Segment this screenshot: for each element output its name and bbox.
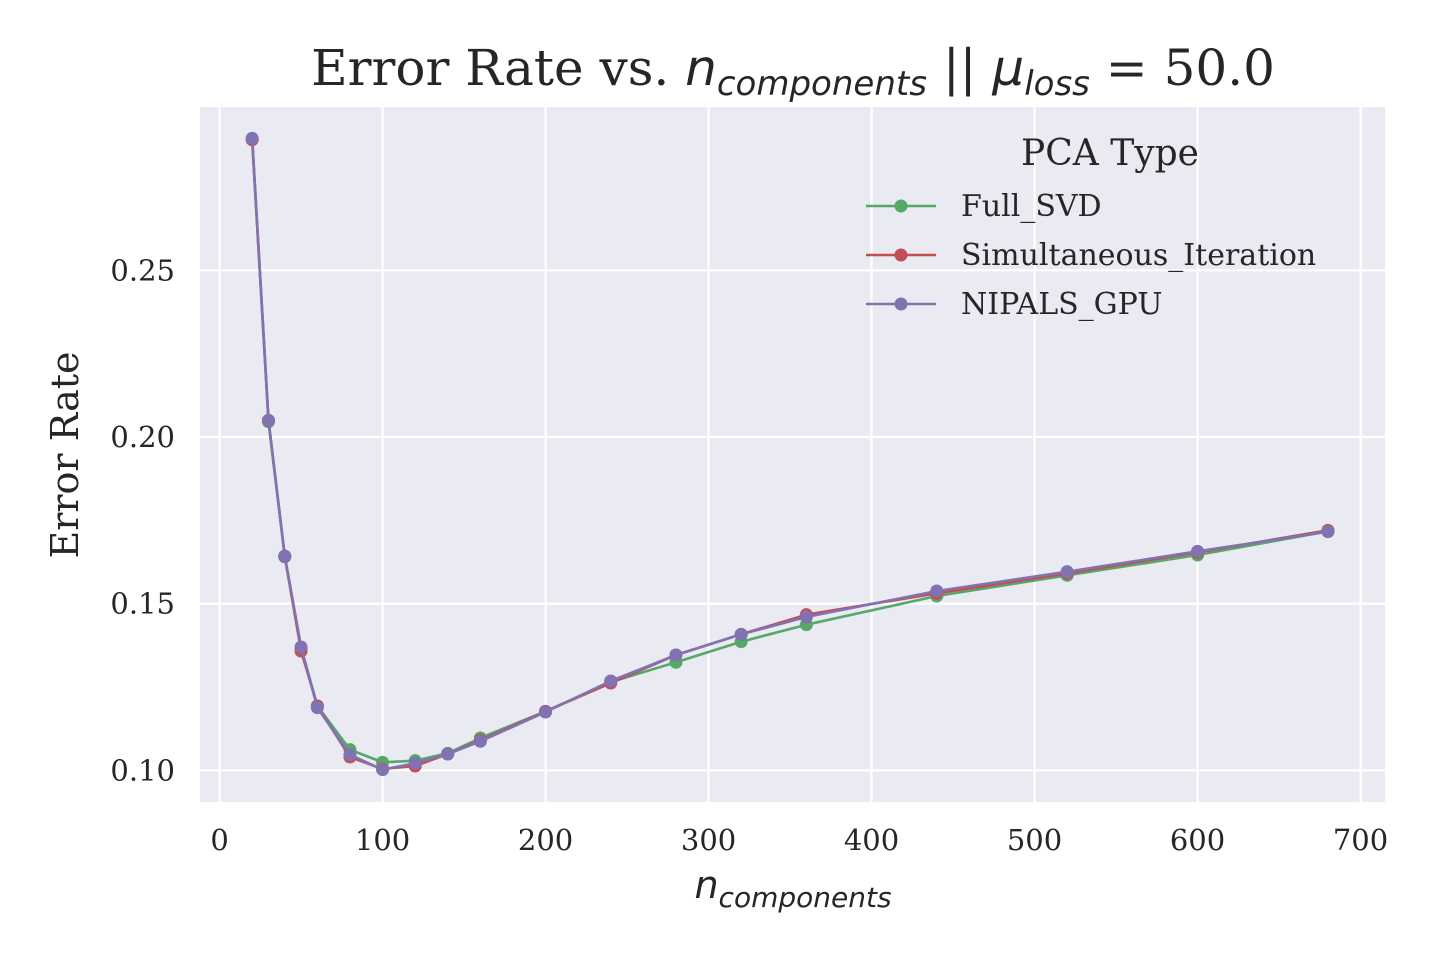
data-point (473, 734, 487, 748)
legend-title: PCA Type (1021, 133, 1199, 174)
x-tick-label: 600 (1170, 823, 1225, 857)
data-point (734, 627, 748, 641)
x-tick-label: 300 (681, 823, 736, 857)
title-prefix: Error Rate vs. (311, 39, 685, 97)
legend-swatch-marker (894, 248, 908, 262)
plot-area (200, 107, 1385, 802)
data-point (343, 748, 357, 762)
data-point (930, 584, 944, 598)
legend: PCA Type Full_SVD Simultaneous_Iteration N… (866, 133, 1316, 322)
title-mu-subscript: loss (1024, 64, 1090, 104)
data-point (261, 413, 275, 427)
x-tick-label: 100 (355, 823, 410, 857)
series-nipals-gpu (245, 131, 1335, 777)
data-point (245, 131, 259, 145)
data-point (1191, 544, 1205, 558)
title-n-subscript: components (717, 64, 927, 104)
x-axis-label: ncomponents (694, 863, 891, 914)
legend-label: NIPALS_GPU (961, 287, 1163, 322)
chart-title: Error Rate vs. ncomponents || μloss = 50… (311, 39, 1275, 104)
y-tick-label: 0.25 (110, 253, 175, 287)
x-tick-label: 700 (1333, 823, 1388, 857)
data-point (539, 705, 553, 719)
legend-label: Simultaneous_Iteration (961, 238, 1316, 273)
data-point (441, 747, 455, 761)
x-tick-label: 500 (1007, 823, 1062, 857)
data-point (1060, 565, 1074, 579)
data-point (278, 549, 292, 563)
data-point (604, 674, 618, 688)
title-separator: || (927, 39, 992, 97)
title-n-symbol: n (685, 39, 717, 97)
x-tick-labels: 0 100 200 300 400 500 600 700 (210, 823, 1388, 857)
data-point (294, 640, 308, 654)
series-lines (245, 131, 1335, 777)
data-point (669, 648, 683, 662)
y-tick-labels: 0.10 0.15 0.20 0.25 (110, 253, 175, 787)
title-suffix: = 50.0 (1090, 39, 1275, 97)
x-axis-label-subscript: components (719, 881, 892, 914)
x-axis-label-symbol: n (694, 863, 718, 907)
legend-label: Full_SVD (961, 189, 1102, 224)
data-point (799, 610, 813, 624)
legend-swatch-marker (894, 297, 908, 311)
gridlines (200, 107, 1385, 802)
data-point (408, 756, 422, 770)
x-tick-label: 0 (210, 823, 228, 857)
data-point (310, 701, 324, 715)
y-axis-label: Error Rate (43, 351, 87, 558)
data-point (376, 763, 390, 777)
y-tick-label: 0.15 (110, 587, 175, 621)
x-tick-label: 400 (844, 823, 899, 857)
legend-swatch-marker (894, 199, 908, 213)
y-tick-label: 0.20 (110, 420, 175, 454)
x-tick-label: 200 (518, 823, 573, 857)
y-tick-label: 0.10 (110, 753, 175, 787)
data-point (1321, 525, 1335, 539)
title-mu-symbol: μ (991, 39, 1024, 97)
